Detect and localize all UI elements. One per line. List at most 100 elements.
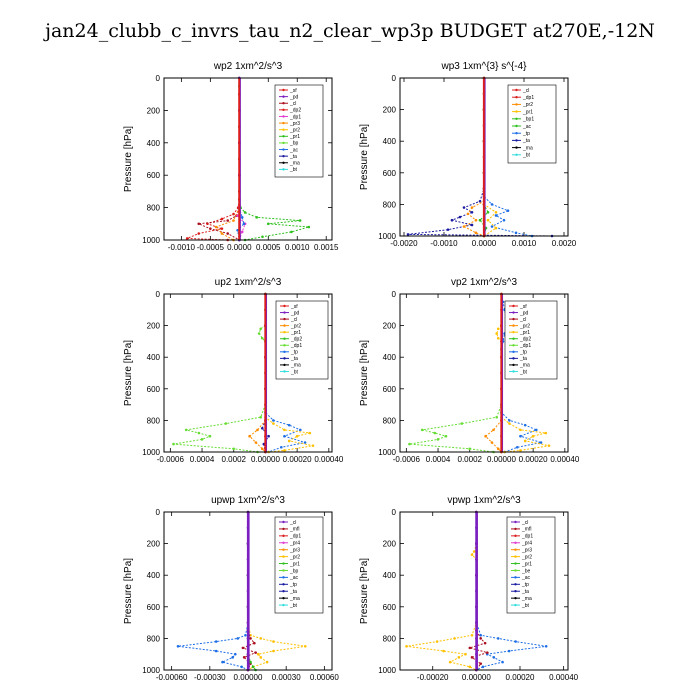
series-point: [242, 222, 246, 226]
series-point: [255, 216, 258, 219]
legend-marker: [282, 534, 285, 538]
legend-box: [274, 516, 324, 614]
y-tick-label: 400: [383, 137, 397, 146]
series-point: [283, 434, 286, 438]
legend-label: _dp2: [290, 337, 302, 343]
series-point: [200, 438, 204, 441]
legend-label: _sf: [289, 88, 297, 94]
legend-label: _tp: [290, 350, 298, 356]
legend-label: _dp2: [289, 108, 301, 114]
legend-marker: [514, 555, 517, 558]
legend-marker: [282, 576, 285, 579]
y-tick-label: 400: [147, 353, 161, 362]
series-line-orange: [215, 78, 240, 241]
series-point: [197, 222, 201, 226]
y-axis-label: Pressure [hPa]: [123, 558, 134, 624]
legend-marker: [512, 324, 515, 327]
series-point: [236, 637, 240, 640]
series-line-ltgreen: [409, 294, 502, 453]
series-point: [478, 218, 482, 222]
series-point: [214, 640, 218, 643]
y-tick-label: 1000: [142, 236, 160, 245]
legend-marker: [282, 168, 285, 171]
series-line-dkred: [196, 78, 240, 241]
legend-label: _ta: [519, 356, 527, 362]
y-tick-label: 200: [383, 322, 397, 331]
series-point: [295, 434, 299, 438]
legend-marker: [512, 304, 515, 308]
legend-marker: [282, 527, 285, 531]
series-line-gold: [483, 78, 497, 237]
series-point: [490, 441, 494, 444]
legend-marker: [514, 534, 517, 538]
series-point: [241, 646, 245, 650]
legend-label: _ma: [290, 363, 301, 369]
x-tick-label: 0.00000: [251, 455, 280, 464]
x-tick-label: 0.0004: [426, 455, 451, 464]
plot-frame: [399, 293, 569, 453]
legend-marker: [512, 337, 515, 340]
y-tick-label: 0: [156, 290, 161, 299]
series-point: [460, 422, 464, 425]
legend-marker: [282, 569, 285, 572]
legend-marker: [282, 562, 285, 565]
series-point: [484, 434, 487, 438]
x-tick-label: 0.00040: [550, 455, 579, 464]
legend: _sf_pd_cl_pr2_pr1_dp2_dp1_tp_ta_ma_bt: [504, 300, 558, 380]
legend-label: _ma: [522, 145, 533, 151]
x-tick-label: -0.0006: [157, 455, 185, 464]
series-point: [272, 422, 275, 425]
legend-marker: [282, 128, 285, 131]
x-tick-label: 0.0000: [472, 239, 497, 248]
y-tick-label: 200: [147, 106, 161, 115]
series-point: [494, 226, 498, 230]
y-tick-label: 800: [383, 634, 397, 643]
y-tick-label: 200: [383, 106, 397, 115]
series-point: [259, 327, 262, 331]
panel-4: vp2 1xm^2/s^3 Pressure [hPa] 0 200 400 600 800…: [359, 277, 580, 464]
plot-frame: [163, 293, 333, 453]
series-point: [233, 652, 237, 656]
x-tick-label: 0.00020: [283, 455, 312, 464]
panel-title: vpwp 1xm^2/s^3: [447, 495, 521, 506]
series-point: [496, 637, 500, 640]
legend-label: _ta: [289, 589, 297, 595]
figure-title: jan24_clubb_c_invrs_tau_n2_clear_wp3p BU…: [43, 20, 655, 42]
legend: _cl_mfl_dp1_pr4_pr3_pr2_pr1_bp_ac_tp_ta_…: [274, 516, 324, 614]
series-point: [539, 441, 543, 444]
series-point: [470, 656, 474, 659]
y-tick-label: 1000: [142, 448, 160, 457]
legend-label: _pr3: [289, 547, 300, 553]
y-tick-label: 600: [383, 169, 397, 178]
x-tick-label: -0.0005: [197, 243, 225, 252]
legend-marker: [282, 555, 285, 558]
legend-marker: [514, 541, 517, 544]
legend-label: _dp1: [519, 343, 531, 349]
legend-label: _bt: [290, 369, 299, 375]
legend-marker: [515, 146, 518, 149]
legend-label: _pr1: [521, 561, 532, 567]
series-point: [472, 550, 476, 553]
panel-3: up2 1xm^2/s^3 Pressure [hPa] 0 200 400 600 800…: [123, 277, 344, 464]
legend-marker: [514, 590, 517, 593]
legend-label: _pr1: [289, 561, 300, 567]
y-tick-label: 1000: [378, 666, 396, 675]
y-tick-label: 800: [383, 200, 397, 209]
series-point: [260, 336, 264, 340]
series-point: [462, 225, 466, 228]
series-point: [478, 199, 482, 203]
y-tick-label: 0: [156, 508, 161, 517]
legend-label: _bp: [289, 141, 299, 147]
series-point: [420, 428, 424, 432]
x-tick-label: 0.0010: [285, 243, 310, 252]
series-point: [197, 431, 201, 435]
y-tick-label: 1000: [378, 232, 396, 241]
y-tick-label: 600: [383, 603, 397, 612]
series-point: [243, 211, 247, 214]
legend-label: _bp1: [522, 117, 534, 123]
legend-label: _ac: [289, 575, 299, 581]
series-point: [184, 428, 188, 432]
legend-marker: [282, 161, 285, 164]
panel-title: up2 1xm^2/s^3: [215, 277, 282, 288]
y-tick-label: 400: [147, 139, 161, 148]
